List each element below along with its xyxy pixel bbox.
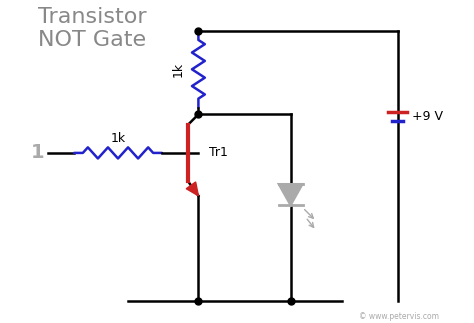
Polygon shape bbox=[279, 184, 302, 205]
Text: 1k: 1k bbox=[172, 62, 185, 77]
Text: Tr1: Tr1 bbox=[209, 146, 228, 160]
Polygon shape bbox=[186, 182, 199, 196]
Text: +9 V: +9 V bbox=[411, 110, 443, 123]
Text: Transistor
NOT Gate: Transistor NOT Gate bbox=[37, 7, 146, 50]
Text: 1: 1 bbox=[30, 143, 44, 162]
Text: © www.petervis.com: © www.petervis.com bbox=[358, 312, 438, 321]
Text: 1k: 1k bbox=[110, 132, 126, 145]
